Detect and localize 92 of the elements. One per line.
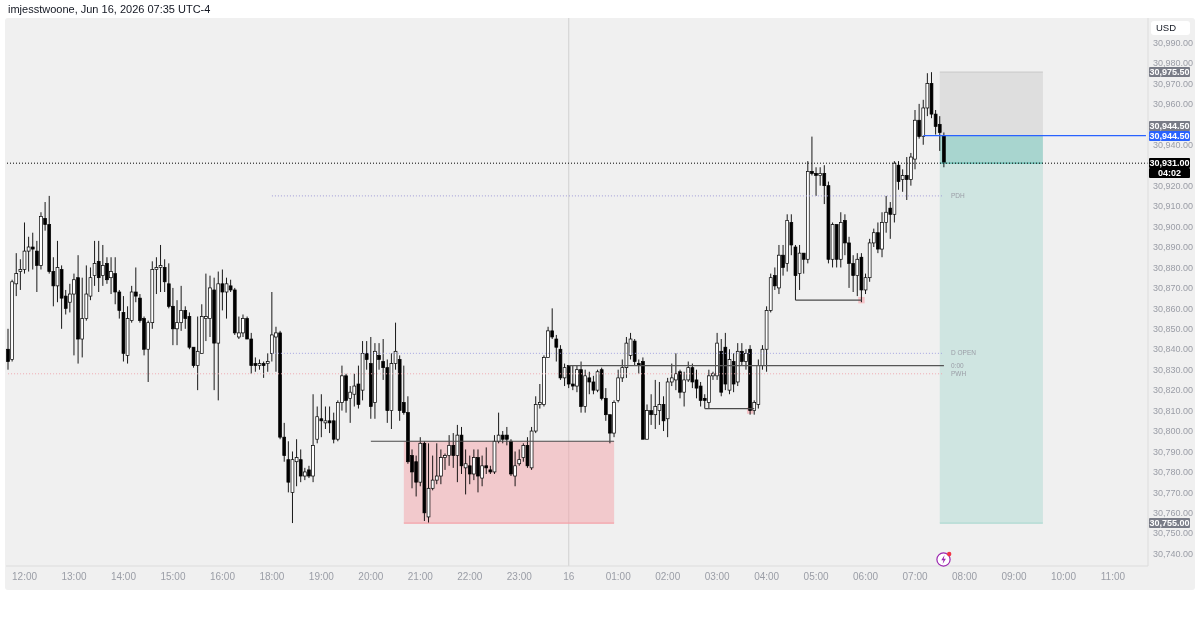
x-tick-label: 06:00 — [853, 571, 879, 583]
y-tick-label: 30,790.00 — [1153, 446, 1194, 457]
x-tick-label: 13:00 — [61, 571, 87, 583]
y-tick-label: 30,970.00 — [1153, 78, 1194, 89]
y-tick-label: 30,840.00 — [1153, 344, 1194, 355]
candlestick — [900, 168, 905, 193]
x-tick-label: 11:00 — [1100, 571, 1126, 583]
candlestick — [158, 244, 163, 293]
candlestick — [224, 277, 229, 320]
candlestick — [566, 365, 571, 389]
candlestick — [175, 299, 179, 346]
y-tick-label: 30,890.00 — [1153, 242, 1194, 253]
y-tick-label: 30,910.00 — [1153, 201, 1194, 212]
text: 04:02 — [1149, 168, 1190, 179]
x-tick-label: 09:00 — [1001, 571, 1027, 583]
y-tick-label: 30,900.00 — [1153, 221, 1194, 232]
candlestick — [72, 273, 76, 356]
x-tick-label: 04:00 — [754, 571, 780, 583]
candlestick — [571, 365, 575, 391]
x-tick-label: 18:00 — [259, 571, 285, 583]
text: 30,755.00 — [1149, 518, 1190, 529]
y-tick-label: 30,830.00 — [1153, 364, 1194, 375]
y-tick-label: 30,810.00 — [1153, 405, 1194, 416]
candlestick — [434, 442, 439, 485]
text: 30,944.50 — [1149, 120, 1190, 131]
ref-line-label: 30,931.00 — [1149, 158, 1190, 169]
x-tick-label: 01:00 — [605, 571, 632, 583]
candlestick — [797, 244, 802, 291]
candlestick — [101, 244, 105, 287]
y-tick-label: 30,760.00 — [1153, 508, 1194, 519]
candlestick — [476, 449, 480, 493]
candlestick — [876, 222, 880, 254]
candlestick — [96, 240, 101, 293]
candlestick — [451, 432, 456, 469]
y-tick-label: 30,800.00 — [1153, 426, 1194, 437]
candlestick — [818, 166, 822, 187]
text: 30,975.50 — [1149, 67, 1190, 78]
x-tick-label: 14:00 — [110, 571, 137, 583]
candlestick — [855, 252, 860, 297]
y-tick-label: 30,880.00 — [1153, 262, 1194, 273]
y-tick-label: 30,920.00 — [1153, 180, 1194, 191]
x-tick-label: 23:00 — [506, 571, 533, 583]
x-tick-label: 10:00 — [1050, 571, 1077, 583]
y-tick-label: 30,960.00 — [1153, 99, 1194, 110]
candlestick — [26, 236, 31, 272]
y-tick-label: 30,780.00 — [1153, 467, 1194, 478]
x-tick-label: 19:00 — [308, 571, 335, 583]
data-label: 30,944.50 — [1149, 130, 1190, 141]
x-tick-label: 07:00 — [902, 571, 929, 583]
y-tick-label: 30,870.00 — [1153, 283, 1194, 294]
x-tick-label: 05:00 — [803, 571, 830, 583]
candlestick — [674, 352, 678, 391]
y-tick-label: 30,940.00 — [1153, 139, 1194, 150]
candlestick — [467, 455, 472, 485]
candlestick — [690, 363, 695, 389]
candlestick — [298, 449, 303, 483]
candlestick — [682, 371, 686, 407]
x-tick-label: 20:00 — [358, 571, 384, 583]
candlestick — [319, 393, 324, 438]
y-tick-label: 30,860.00 — [1153, 303, 1194, 314]
x-tick-label: 16:00 — [209, 571, 236, 583]
candlestick — [653, 379, 658, 430]
candlestick — [109, 256, 113, 295]
chart-title: imjesstwoone, Jun 16, 2026 07:35 UTC-4 — [8, 3, 211, 15]
candlestick — [171, 287, 175, 346]
candlestick — [195, 316, 200, 391]
y-tick-label: 30,820.00 — [1153, 385, 1194, 396]
x-tick-label: 03:00 — [704, 571, 731, 583]
x-tick-label: 22:00 — [457, 571, 483, 583]
candlestick — [591, 375, 596, 395]
y-tick-label: 30,980.00 — [1153, 58, 1194, 69]
x-tick-label: 08:00 — [952, 571, 978, 583]
candlestick — [447, 434, 451, 467]
y-tick-label: 30,750.00 — [1153, 528, 1194, 539]
y-tick-label: 30,770.00 — [1153, 487, 1194, 498]
x-tick-label: 15:00 — [160, 571, 186, 583]
candlestick — [698, 381, 703, 407]
candlestick — [241, 314, 245, 338]
x-tick-label: 16 — [563, 571, 575, 583]
y-tick-label: 30,990.00 — [1153, 37, 1194, 48]
candlestick — [80, 277, 84, 358]
candlestick — [439, 449, 443, 485]
x-tick-label: 12:00 — [12, 571, 38, 583]
candlestick — [472, 449, 476, 481]
y-axis-title: USD — [1151, 21, 1190, 35]
x-tick-label: 21:00 — [407, 571, 434, 583]
candlestick — [937, 115, 942, 152]
candlestick — [521, 442, 526, 463]
x-tick-label: 02:00 — [655, 571, 681, 583]
candlestick — [657, 381, 662, 426]
y-tick-label: 30,850.00 — [1153, 324, 1194, 334]
y-tick-label: 30,740.00 — [1153, 548, 1194, 559]
